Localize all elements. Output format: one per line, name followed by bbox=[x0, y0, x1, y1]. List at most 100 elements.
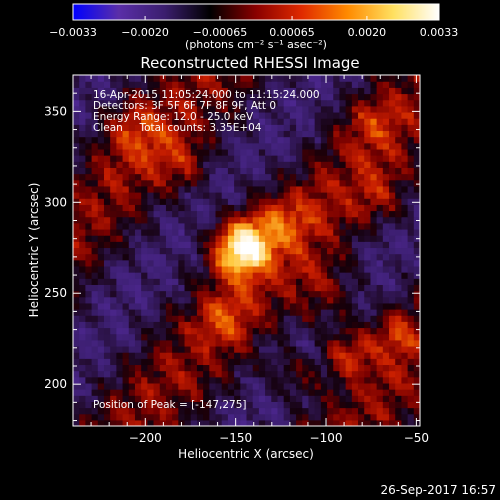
heatmap-cell bbox=[308, 395, 316, 402]
heatmap-cell bbox=[116, 161, 124, 168]
heatmap-cell bbox=[73, 198, 80, 205]
heatmap-cell bbox=[246, 309, 254, 316]
heatmap-cell bbox=[103, 395, 111, 402]
heatmap-cell bbox=[376, 111, 384, 119]
heatmap-cell bbox=[79, 142, 86, 150]
heatmap-cell bbox=[85, 296, 93, 304]
heatmap-cell bbox=[370, 290, 378, 298]
heatmap-cell bbox=[97, 339, 105, 347]
heatmap-cell bbox=[153, 155, 161, 162]
heatmap-cell bbox=[190, 290, 198, 298]
heatmap-cell bbox=[159, 253, 167, 261]
heatmap-cell bbox=[172, 315, 179, 322]
heatmap-cell bbox=[85, 99, 93, 107]
heatmap-cell bbox=[407, 327, 415, 335]
heatmap-cell bbox=[234, 118, 241, 125]
heatmap-cell bbox=[147, 284, 155, 292]
heatmap-cell bbox=[141, 309, 148, 316]
heatmap-cell bbox=[289, 339, 297, 347]
heatmap-cell bbox=[153, 105, 161, 113]
heatmap-cell bbox=[85, 210, 93, 218]
heatmap-cell bbox=[97, 167, 105, 175]
heatmap-cell bbox=[345, 382, 353, 390]
heatmap-cell bbox=[382, 179, 390, 187]
heatmap-cell bbox=[141, 259, 148, 267]
heatmap-cell bbox=[172, 130, 179, 138]
heatmap-cell bbox=[395, 87, 403, 95]
heatmap-cell bbox=[358, 284, 365, 292]
heatmap-cell bbox=[159, 142, 167, 150]
heatmap-cell bbox=[413, 241, 420, 249]
heatmap-cell bbox=[395, 222, 403, 230]
heatmap-cell bbox=[389, 419, 396, 426]
heatmap-cell bbox=[153, 142, 161, 150]
heatmap-cell bbox=[376, 327, 384, 335]
heatmap-cell bbox=[289, 216, 297, 224]
heatmap-cell bbox=[271, 185, 279, 193]
heatmap-cell bbox=[395, 81, 403, 88]
heatmap-cell bbox=[351, 407, 359, 415]
heatmap-cell bbox=[128, 179, 136, 187]
heatmap-cell bbox=[85, 309, 93, 316]
heatmap-cell bbox=[339, 247, 347, 255]
heatmap-cell bbox=[128, 93, 136, 101]
heatmap-cell bbox=[234, 241, 241, 249]
heatmap-cell bbox=[110, 253, 117, 261]
heatmap-cell bbox=[203, 81, 210, 88]
heatmap-cell bbox=[165, 222, 173, 230]
heatmap-cell bbox=[395, 155, 403, 162]
heatmap-cell bbox=[128, 173, 136, 181]
heatmap-cell bbox=[147, 253, 155, 261]
heatmap-cell bbox=[413, 93, 420, 101]
heatmap-cell bbox=[252, 216, 260, 224]
heatmap-cell bbox=[382, 253, 390, 261]
heatmap-cell bbox=[141, 105, 148, 113]
heatmap-cell bbox=[122, 130, 130, 138]
heatmap-cell bbox=[376, 253, 384, 261]
heatmap-cell bbox=[141, 345, 148, 353]
heatmap-cell bbox=[215, 309, 223, 316]
heatmap-cell bbox=[234, 136, 241, 144]
heatmap-cell bbox=[413, 259, 420, 267]
heatmap-cell bbox=[314, 155, 322, 162]
heatmap-cell bbox=[172, 401, 179, 409]
heatmap-cell bbox=[209, 401, 217, 409]
heatmap-cell bbox=[221, 401, 229, 409]
heatmap-cell bbox=[196, 247, 204, 255]
heatmap-cell bbox=[289, 142, 297, 150]
heatmap-cell bbox=[407, 247, 415, 255]
heatmap-cell bbox=[283, 136, 291, 144]
heatmap-cell bbox=[79, 419, 86, 426]
heatmap-cell bbox=[351, 358, 359, 366]
heatmap-cell bbox=[141, 216, 148, 224]
heatmap-cell bbox=[203, 364, 210, 372]
heatmap-cell bbox=[389, 99, 396, 107]
heatmap-cell bbox=[345, 198, 353, 205]
heatmap-cell bbox=[73, 259, 80, 267]
heatmap-cell bbox=[203, 265, 210, 273]
heatmap-cell bbox=[265, 259, 272, 267]
heatmap-cell bbox=[395, 364, 403, 372]
heatmap-cell bbox=[296, 296, 303, 304]
heatmap-cell bbox=[289, 376, 297, 384]
heatmap-cell bbox=[258, 204, 266, 212]
heatmap-cell bbox=[221, 192, 229, 199]
heatmap-cell bbox=[134, 382, 142, 390]
heatmap-cell bbox=[73, 278, 80, 285]
heatmap-cell bbox=[395, 290, 403, 298]
heatmap-cell bbox=[401, 389, 409, 396]
heatmap-cell bbox=[258, 376, 266, 384]
heatmap-cell bbox=[234, 272, 241, 279]
heatmap-cell bbox=[271, 136, 279, 144]
heatmap-cell bbox=[215, 81, 223, 88]
heatmap-cell bbox=[203, 302, 210, 310]
heatmap-cell bbox=[364, 315, 372, 322]
heatmap-cell bbox=[172, 210, 179, 218]
heatmap-cell bbox=[172, 376, 179, 384]
heatmap-cell bbox=[165, 93, 173, 101]
heatmap-cell bbox=[91, 192, 99, 199]
heatmap-cell bbox=[314, 321, 322, 329]
heatmap-cell bbox=[147, 87, 155, 95]
heatmap-cell bbox=[271, 315, 279, 322]
heatmap-cell bbox=[190, 370, 198, 378]
